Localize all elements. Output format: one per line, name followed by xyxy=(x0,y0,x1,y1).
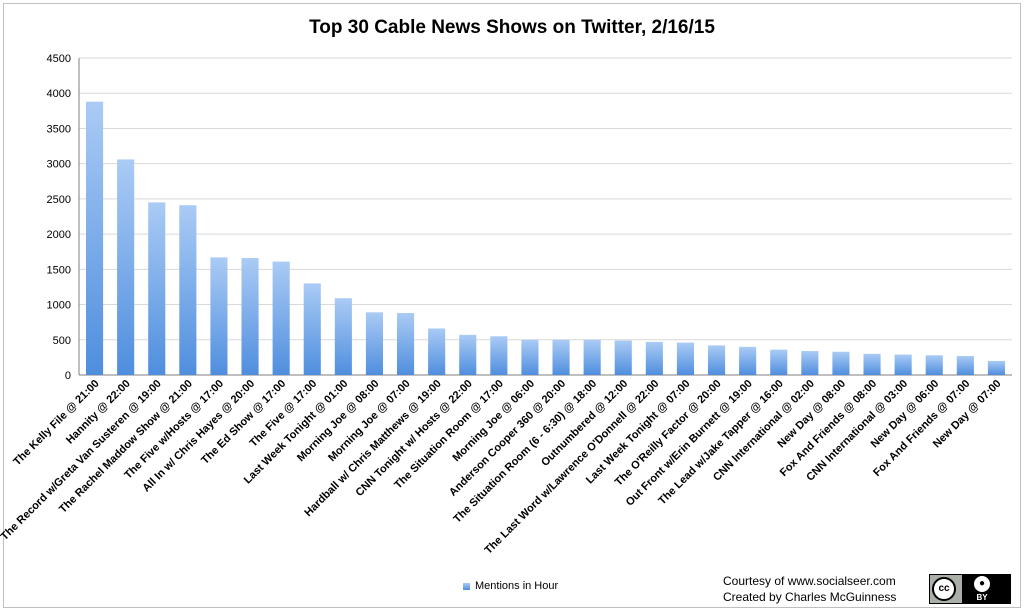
bar xyxy=(707,345,726,375)
bar xyxy=(832,351,850,375)
y-tick-label: 1000 xyxy=(47,300,71,312)
bar xyxy=(334,298,352,375)
chart-title: Top 30 Cable News Shows on Twitter, 2/16… xyxy=(309,17,715,38)
y-tick-label: 4500 xyxy=(47,53,71,65)
bar xyxy=(956,355,974,375)
bar xyxy=(521,339,539,375)
legend-swatch xyxy=(463,582,470,590)
bar xyxy=(117,159,135,375)
bar xyxy=(179,205,197,375)
bar xyxy=(148,202,166,375)
bar xyxy=(925,355,943,375)
bar xyxy=(894,354,912,375)
by-label: BY xyxy=(976,593,988,602)
bar xyxy=(365,312,384,375)
attribution-box: ● BY xyxy=(962,575,1010,603)
cc-by-license-badge: cc ● BY xyxy=(929,574,1011,604)
bar xyxy=(303,283,321,375)
bar xyxy=(645,341,663,375)
bar xyxy=(396,313,415,375)
bar xyxy=(490,336,508,375)
y-tick-label: 3500 xyxy=(47,123,71,135)
bar xyxy=(428,328,446,375)
creative-commons-icon: cc xyxy=(932,577,956,601)
y-tick-label: 0 xyxy=(65,370,71,382)
attribution-person-icon: ● xyxy=(974,576,990,592)
bar xyxy=(552,339,570,375)
bar xyxy=(987,360,1006,375)
x-tick-label: The Situation Room (6 - 6:30) @ 18:00 xyxy=(451,378,599,526)
bar xyxy=(210,257,228,375)
bar xyxy=(770,349,788,375)
bar xyxy=(459,334,477,375)
y-tick-label: 2000 xyxy=(47,229,71,241)
bar xyxy=(676,342,695,375)
bar xyxy=(801,351,819,375)
chart-frame xyxy=(3,3,1021,608)
bar xyxy=(739,346,757,375)
bar xyxy=(583,339,601,375)
bar xyxy=(272,261,290,375)
credits: Courtesy of www.socialseer.com Created b… xyxy=(723,573,896,605)
y-tick-label: 3000 xyxy=(47,159,71,171)
bar xyxy=(241,258,259,375)
y-tick-label: 1500 xyxy=(47,264,71,276)
chart-legend: Mentions in Hour xyxy=(463,580,558,592)
y-tick-label: 500 xyxy=(53,335,71,347)
bar xyxy=(863,353,881,375)
credits-line-2: Created by Charles McGuinness xyxy=(723,590,897,604)
bar xyxy=(614,340,632,375)
y-tick-label: 2500 xyxy=(47,194,71,206)
bar xyxy=(85,101,104,376)
credits-line-1: Courtesy of www.socialseer.com xyxy=(723,574,896,588)
legend-label: Mentions in Hour xyxy=(475,580,559,592)
y-tick-label: 4000 xyxy=(47,88,71,100)
